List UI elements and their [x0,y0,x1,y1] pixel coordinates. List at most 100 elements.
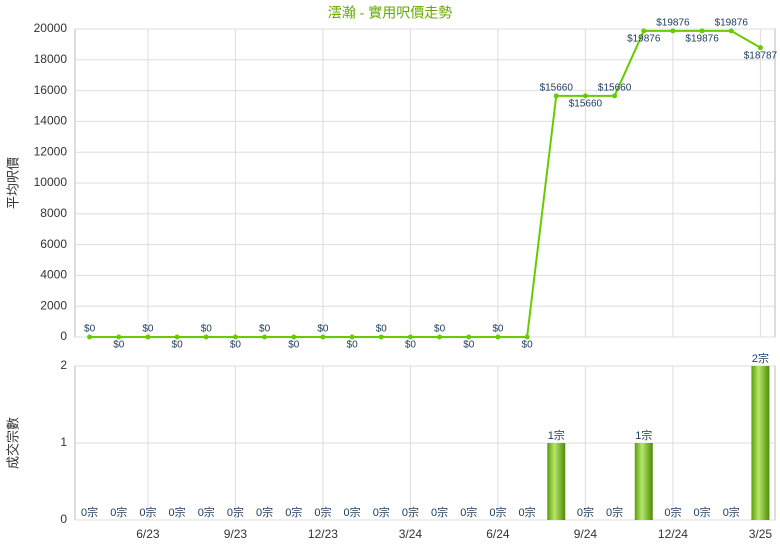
value-label: 0宗 [402,505,419,519]
y-axis-label: 平均呎價 [5,157,20,209]
point [232,334,238,340]
value-label: 0宗 [373,505,390,519]
y-tick-label: 2 [60,358,67,372]
value-label: 0宗 [606,505,623,519]
point [582,93,588,99]
value-label: $19876 [656,18,690,29]
y-tick-label: 4000 [40,268,67,282]
value-label: $19876 [627,34,661,45]
y-axis-label: 成交宗數 [5,417,20,469]
y-tick-label: 1 [60,435,67,449]
point [612,93,618,99]
value-label: 0宗 [431,505,448,519]
x-tick-label: 6/24 [486,527,510,541]
value-label: $0 [288,340,300,351]
value-label: 0宗 [460,505,477,519]
value-label: 0宗 [81,505,98,519]
value-label: $19876 [685,34,719,45]
point [641,28,647,34]
point [320,334,326,340]
value-label: $0 [405,340,417,351]
point [378,334,384,340]
value-label: $0 [172,340,184,351]
value-label: 0宗 [169,505,186,519]
value-label: $0 [230,340,242,351]
point [699,28,705,34]
x-tick-label: 9/23 [224,527,248,541]
bar [634,443,653,520]
bar [751,366,770,520]
value-label: 1宗 [548,428,565,442]
x-tick-label: 9/24 [574,527,598,541]
y-tick-label: 12000 [34,144,68,158]
value-label: $0 [259,324,271,335]
value-label: 0宗 [664,505,681,519]
x-tick-label: 12/23 [308,527,338,541]
value-label: 0宗 [694,505,711,519]
value-label: $15660 [540,82,574,93]
point [349,334,355,340]
point [466,334,472,340]
y-tick-label: 2000 [40,298,67,312]
value-label: $0 [434,324,446,335]
point [407,334,413,340]
value-label: 0宗 [110,505,127,519]
value-label: $15660 [569,98,603,109]
y-tick-label: 8000 [40,206,67,220]
bar [547,443,566,520]
value-label: $0 [113,340,125,351]
point [203,334,209,340]
value-label: 0宗 [723,505,740,519]
chart-title: 澐瀚 - 實用呎價走勢 [328,5,452,21]
x-tick-label: 6/23 [136,527,160,541]
x-tick-label: 3/25 [749,527,773,541]
value-label: 0宗 [519,505,536,519]
value-label: $0 [376,324,388,335]
point [262,334,268,340]
value-label: $0 [201,324,213,335]
value-label: 0宗 [285,505,302,519]
value-label: 0宗 [344,505,361,519]
value-label: 0宗 [139,505,156,519]
point [437,334,443,340]
y-tick-label: 14000 [34,114,68,128]
x-tick-label: 12/24 [658,527,688,541]
point [728,28,734,34]
point [524,334,530,340]
point [87,334,93,340]
value-label: 0宗 [227,505,244,519]
value-label: 0宗 [256,505,273,519]
y-tick-label: 16000 [34,83,68,97]
value-label: $19876 [715,18,749,29]
x-tick-label: 3/24 [399,527,423,541]
value-label: $18787 [744,50,778,61]
y-tick-label: 18000 [34,52,68,66]
line [89,29,761,338]
value-label: $0 [84,324,96,335]
point [757,45,763,51]
point [116,334,122,340]
value-label: $0 [317,324,329,335]
y-tick-label: 0 [60,512,67,526]
point [145,334,151,340]
point [495,334,501,340]
point [670,28,676,34]
point [553,93,559,99]
value-label: $0 [522,340,534,351]
y-tick-label: 0 [60,329,67,343]
value-label: $0 [347,340,359,351]
value-label: 0宗 [577,505,594,519]
point [174,334,180,340]
point [291,334,297,340]
y-tick-label: 6000 [40,237,67,251]
value-label: $0 [142,324,154,335]
value-label: $0 [463,340,475,351]
value-label: 1宗 [635,428,652,442]
y-tick-label: 10000 [34,175,68,189]
value-label: 0宗 [314,505,331,519]
value-label: $15660 [598,82,632,93]
value-label: $0 [492,324,504,335]
value-label: 2宗 [752,351,769,365]
value-label: 0宗 [489,505,506,519]
